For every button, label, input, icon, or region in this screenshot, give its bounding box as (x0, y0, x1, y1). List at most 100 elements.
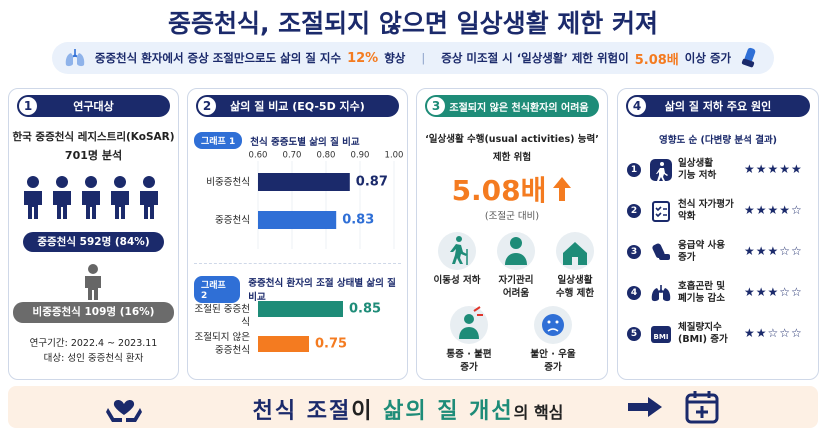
panel-number: 3 (427, 97, 445, 115)
risk-row: 5.08배 (417, 169, 607, 209)
summary-text: 향상 (384, 51, 406, 65)
bar (258, 336, 309, 352)
panel-title: 연구대상 (73, 100, 114, 113)
heart-hands-icon (106, 399, 142, 422)
bar-chart: 0.85 0.75 (258, 301, 381, 352)
cause-label: 천식 자가평가 악화 (678, 199, 734, 222)
cause-label: 일상생활 기능 저하 (678, 158, 717, 181)
graph-tag: 그래프 1 (194, 132, 243, 149)
cause-label: 체질량지수 (BMI) 증가 (678, 322, 728, 345)
difficulty-label: 통증 · 불편 증가 (446, 349, 492, 373)
cause-stars: ★★★☆☆ (744, 285, 803, 299)
panel-header: 1 연구대상 (17, 95, 170, 117)
cause-rank: 4 (627, 286, 641, 300)
inhaler-icon (742, 47, 756, 68)
count: 701명 분석 (64, 149, 123, 162)
calendar-icon (685, 391, 719, 424)
cause-icon (652, 201, 670, 222)
risk-value: 5.08배 (451, 174, 547, 207)
bar (258, 173, 350, 191)
x-tick-label: 0.80 (317, 151, 336, 161)
period: 연구기간: 2022.4 ~ 2023.11 (29, 338, 158, 349)
cause-stars: ★★★★☆ (744, 203, 803, 217)
cause-icon: BMI (651, 326, 671, 343)
summary-highlight: 5.08배 (634, 52, 679, 68)
target: 대상: 성인 중증천식 환자 (43, 353, 144, 364)
risk-note: (조절군 대비) (484, 211, 540, 222)
divider (194, 263, 401, 264)
difficulty-label: 불안 · 우울 증가 (530, 349, 576, 373)
difficulty-icons (438, 232, 594, 344)
up-arrow (553, 177, 572, 201)
graph-tag: 그래프 2 (194, 275, 241, 303)
footer-part: 삶의 질 개선 (383, 399, 514, 424)
summary-text: 이상 증가 (684, 51, 732, 65)
footer: 천식 조절이 삶의 질 개선의 핵심 (8, 386, 818, 428)
panel-header: 4 삶의 질 저하 주요 원인 (626, 95, 810, 117)
x-tick-label: 0.70 (283, 151, 302, 161)
value-label: 0.85 (349, 302, 381, 317)
graph-heading: 그래프 2 중증천식 환자의 조절 상태별 삶의 질 비교 (194, 275, 407, 303)
value-label: 0.83 (342, 213, 374, 228)
cause-icon (652, 243, 670, 260)
graph-title: 천식 중증도별 삶의 질 비교 (250, 136, 360, 148)
cause-rank: 3 (627, 245, 641, 259)
difficulty-label: 이동성 저하 (433, 275, 481, 286)
cause-label: 응급약 사용 증가 (678, 240, 726, 263)
graph-title: 중증천식 환자의 조절 상태별 삶의 질 비교 (248, 278, 396, 303)
panel: 1 연구대상 한국 중증천식 레지스트리(KoSAR) 701명 분석 중증천식 … (8, 88, 179, 380)
cause-icon (650, 159, 672, 181)
summary-bar: 중중천식 환자에서 증상 조절만으로도 삶의 질 지수 12% 향상 | 증상 … (52, 42, 774, 74)
category-label: 비중증천식 (206, 176, 250, 188)
panel: 3 조절되지 않은 천식환자의 어려움 ‘일상생활 수행(usual activi… (416, 88, 608, 380)
severe-group: 중증천식 592명 (84%) (23, 232, 164, 252)
value-label: 0.87 (356, 175, 388, 190)
cause-stars: ★★★★★ (744, 162, 803, 176)
measure-sub: 제한 위험 (492, 152, 532, 163)
footer-part: 천식 조절 (252, 399, 352, 424)
person-icon (85, 264, 101, 300)
measure: ‘일상생활 수행(usual activities) 능력’ (425, 134, 599, 145)
x-tick-label: 0.90 (351, 151, 370, 161)
bar-chart: 0.60 0.70 0.80 0.90 1.00 0.87 0.83 (249, 151, 403, 249)
difficulty-label: 일상생활 수행 제한 (555, 275, 595, 299)
bar (258, 301, 343, 317)
title: 중증천식, 조절되지 않으면 일상생활 제한 커져 (167, 9, 659, 38)
footer-part: 이 (351, 399, 374, 424)
category-label: 중증천식 (215, 214, 250, 226)
panel-number: 4 (628, 97, 646, 115)
panel-header: 2 삶의 질 비교 (EQ-5D 지수) (196, 95, 399, 117)
summary-highlight: 12% (347, 50, 379, 66)
x-tick-label: 0.60 (249, 151, 268, 161)
panel-title: 조절되지 않은 천식환자의 어려움 (449, 102, 589, 114)
bar (258, 211, 337, 229)
cause-stars: ★★★☆☆ (744, 244, 803, 258)
footer-part: 의 핵심 (513, 403, 564, 422)
graph-heading: 그래프 1 천식 중증도별 삶의 질 비교 (194, 132, 360, 149)
arrow-icon (628, 397, 662, 417)
registry: 한국 중증천식 레지스트리(KoSAR) (12, 131, 175, 143)
panel-subtitle: 영향도 순 (다변량 분석 결과) (658, 135, 778, 146)
non-severe-group: 비중증천식 109명 (16%) (13, 302, 174, 323)
difficulty-label: 자기관리 어려움 (498, 275, 534, 299)
cause-rank: 2 (627, 204, 641, 218)
cause-stars: ★★☆☆☆ (744, 326, 803, 340)
lung-icon (65, 49, 85, 67)
panel-number: 1 (19, 97, 37, 115)
value-label: 0.75 (315, 337, 347, 352)
svg-text:BMI: BMI (654, 333, 669, 341)
cause-rank: 5 (627, 327, 641, 341)
panel-number: 2 (198, 97, 216, 115)
category-label: 조절되지 않은 중증천식 (194, 332, 250, 356)
panel: 4 삶의 질 저하 주요 원인 영향도 순 (다변량 분석 결과) 1 일상생활 기… (617, 88, 819, 380)
cause-label: 호흡곤란 및 폐기능 감소 (678, 281, 726, 304)
panel-header: 3 조절되지 않은 천식환자의 어려움 (425, 95, 599, 117)
summary-text: 증상 미조절 시 ‘일상생활’ 제한 위험이 (441, 51, 629, 65)
summary-text: 중중천식 환자에서 증상 조절만으로도 삶의 질 지수 (94, 51, 342, 65)
people-icons (24, 176, 158, 219)
cause-icon (651, 285, 671, 302)
panel-title: 삶의 질 저하 주요 원인 (664, 100, 772, 113)
category-label: 조절된 중증천식 (194, 303, 250, 328)
